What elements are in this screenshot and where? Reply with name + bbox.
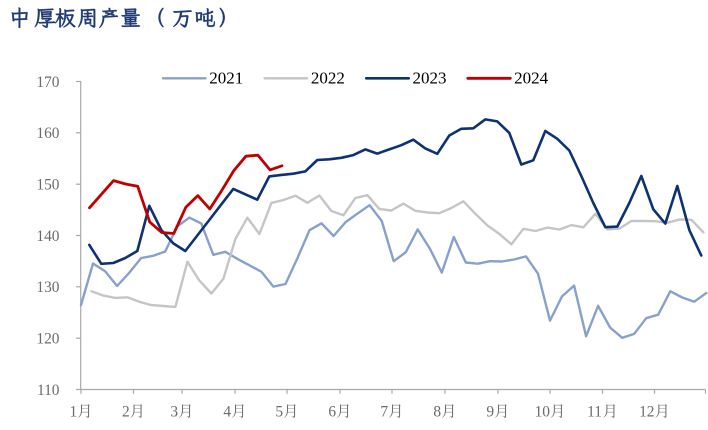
- svg-text:110: 110: [37, 382, 60, 399]
- svg-text:9: 9: [486, 404, 494, 421]
- svg-text:6: 6: [328, 404, 336, 421]
- svg-text:1: 1: [70, 404, 78, 421]
- svg-text:7: 7: [380, 404, 388, 421]
- svg-text:3: 3: [170, 404, 178, 421]
- svg-text:150: 150: [36, 177, 59, 194]
- svg-text:5: 5: [275, 404, 283, 421]
- svg-text:160: 160: [36, 125, 59, 142]
- svg-text:140: 140: [36, 228, 59, 245]
- svg-text:120: 120: [36, 331, 59, 348]
- svg-text:2024: 2024: [514, 68, 549, 87]
- svg-text:12: 12: [639, 404, 654, 421]
- svg-text:2021: 2021: [209, 68, 243, 87]
- svg-text:2023: 2023: [413, 68, 447, 87]
- svg-text:8: 8: [433, 404, 441, 421]
- svg-text:2022: 2022: [311, 68, 345, 87]
- svg-text:130: 130: [36, 279, 59, 296]
- svg-text:4: 4: [223, 404, 231, 421]
- svg-text:2: 2: [122, 404, 130, 421]
- svg-text:10: 10: [535, 404, 551, 421]
- svg-text:11: 11: [587, 404, 602, 421]
- svg-text:170: 170: [36, 74, 59, 91]
